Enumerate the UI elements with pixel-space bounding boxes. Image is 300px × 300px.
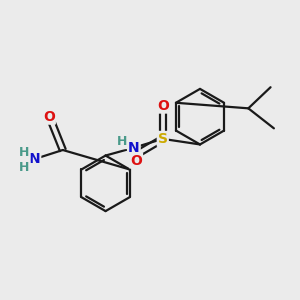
Text: H: H: [19, 161, 30, 174]
Text: N: N: [28, 152, 40, 167]
Text: H: H: [19, 146, 30, 159]
Text: O: O: [130, 154, 142, 168]
Text: O: O: [43, 110, 55, 124]
Text: O: O: [157, 99, 169, 112]
Text: H: H: [116, 135, 127, 148]
Text: N: N: [128, 141, 140, 155]
Text: S: S: [158, 132, 168, 146]
